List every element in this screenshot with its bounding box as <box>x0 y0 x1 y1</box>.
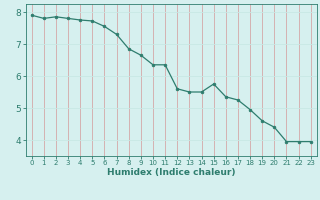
X-axis label: Humidex (Indice chaleur): Humidex (Indice chaleur) <box>107 168 236 177</box>
